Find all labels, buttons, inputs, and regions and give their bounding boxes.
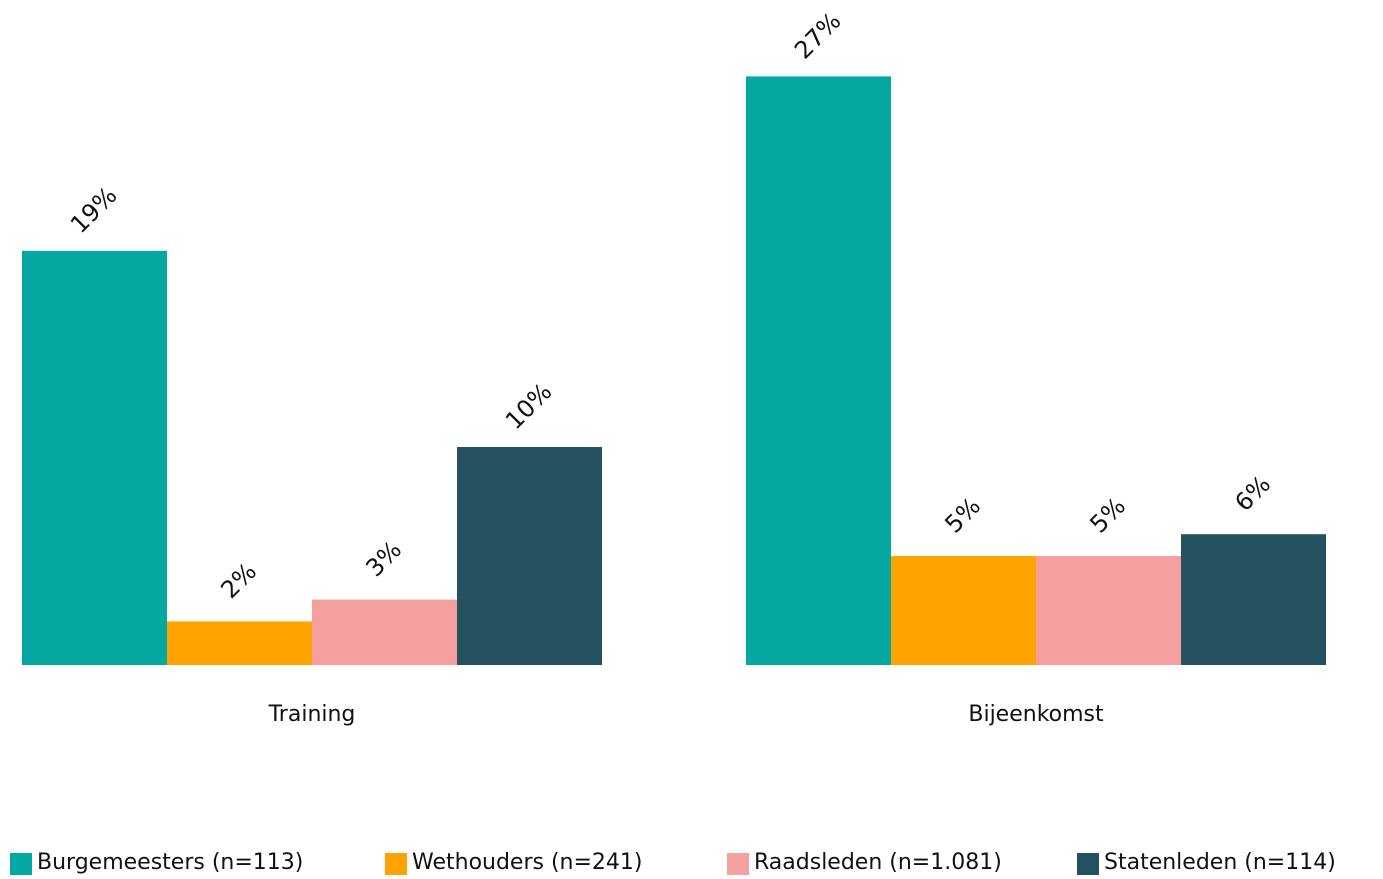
bar — [167, 621, 312, 665]
legend-swatch — [727, 853, 749, 875]
value-label: 5% — [1084, 492, 1131, 539]
bar — [1181, 534, 1326, 665]
bar — [746, 76, 891, 665]
bar — [312, 599, 457, 665]
legend-label: Raadsleden (n=1.081) — [754, 850, 1002, 875]
value-label: 27% — [789, 7, 847, 65]
value-label: 19% — [65, 181, 123, 239]
legend-swatch — [385, 853, 407, 875]
bar — [1036, 556, 1181, 665]
value-label: 5% — [939, 492, 986, 539]
value-label: 10% — [500, 378, 558, 436]
legend-swatch — [1077, 853, 1099, 875]
bar — [22, 250, 167, 666]
legend-swatch — [10, 853, 32, 875]
value-label: 6% — [1229, 470, 1276, 517]
value-label: 2% — [215, 557, 262, 604]
value-label: 3% — [360, 536, 407, 583]
category-label: Bijeenkomst — [968, 702, 1104, 727]
bar — [457, 447, 602, 665]
legend-label: Statenleden (n=114) — [1104, 850, 1336, 875]
bar — [891, 556, 1036, 665]
legend-label: Burgemeesters (n=113) — [37, 850, 303, 875]
legend-label: Wethouders (n=241) — [412, 850, 643, 875]
category-label: Training — [268, 702, 356, 727]
